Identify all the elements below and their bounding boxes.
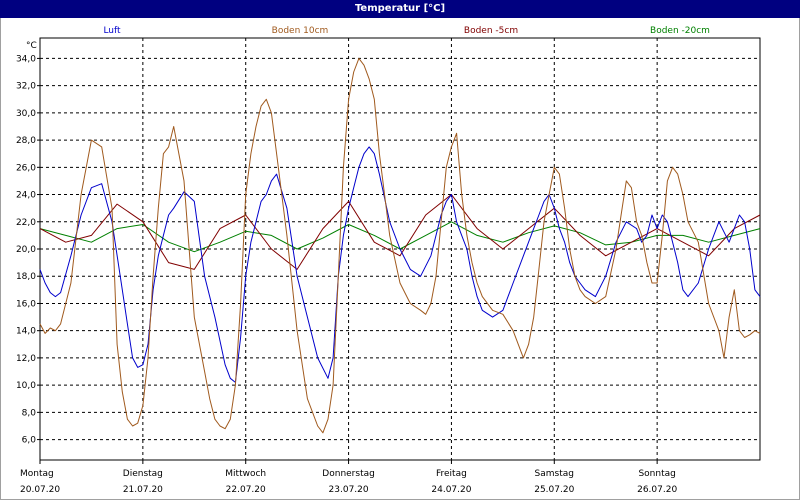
x-tick-date: 23.07.20	[329, 485, 369, 495]
x-tick-date: 21.07.20	[123, 485, 163, 495]
x-tick-date: 26.07.20	[637, 485, 677, 495]
y-axis-label: °C	[26, 41, 37, 51]
x-tick-day: Montag	[20, 469, 54, 479]
y-tick-label: 20,0	[16, 245, 36, 255]
legend: Luft Boden 10cm Boden -5cm Boden -20cm	[103, 26, 710, 36]
x-tick-day: Freitag	[436, 469, 467, 479]
y-tick-label: 18,0	[16, 272, 36, 282]
y-tick-label: 14,0	[16, 327, 36, 337]
grid	[40, 38, 760, 460]
x-axis-ticks: Montag 20.07.20 Dienstag 21.07.20 Mittwoch 22…	[20, 460, 677, 495]
y-tick-label: 28,0	[16, 136, 36, 146]
x-tick-day: Sonntag	[638, 469, 675, 479]
x-tick-date: 22.07.20	[226, 485, 266, 495]
y-axis-ticks: 6,0 8,0 10,0 12,0 14,0 16,0 18,0 20,0 22,0 24,0 26…	[16, 54, 40, 446]
y-tick-label: 6,0	[22, 436, 37, 446]
y-tick-label: 22,0	[16, 218, 36, 228]
x-tick-day: Samstag	[535, 469, 574, 479]
x-tick-date: 25.07.20	[534, 485, 574, 495]
x-tick-date: 20.07.20	[20, 485, 60, 495]
x-tick-day: Mittwoch	[225, 469, 266, 479]
y-tick-label: 10,0	[16, 381, 36, 391]
y-tick-label: 30,0	[16, 109, 36, 119]
y-tick-label: 16,0	[16, 299, 36, 309]
y-tick-label: 24,0	[16, 191, 36, 201]
chart-title-bar: Temperatur [°C]	[0, 0, 800, 18]
series-line-boden-10cm	[39, 57, 761, 434]
x-tick-day: Donnerstag	[322, 469, 375, 479]
y-tick-label: 12,0	[16, 354, 36, 364]
y-tick-label: 26,0	[16, 163, 36, 173]
series-lines	[39, 57, 761, 434]
legend-entry: Luft	[103, 26, 121, 36]
y-tick-label: 8,0	[22, 408, 37, 418]
y-tick-label: 34,0	[16, 54, 36, 64]
legend-entry: Boden -20cm	[650, 26, 710, 36]
y-tick-label: 32,0	[16, 82, 36, 92]
legend-entry: Boden -5cm	[464, 26, 518, 36]
x-tick-day: Dienstag	[123, 469, 163, 479]
chart-title: Temperatur [°C]	[354, 3, 446, 14]
x-tick-date: 24.07.20	[431, 485, 471, 495]
legend-entry: Boden 10cm	[272, 26, 329, 36]
series-line-luft	[39, 146, 761, 383]
